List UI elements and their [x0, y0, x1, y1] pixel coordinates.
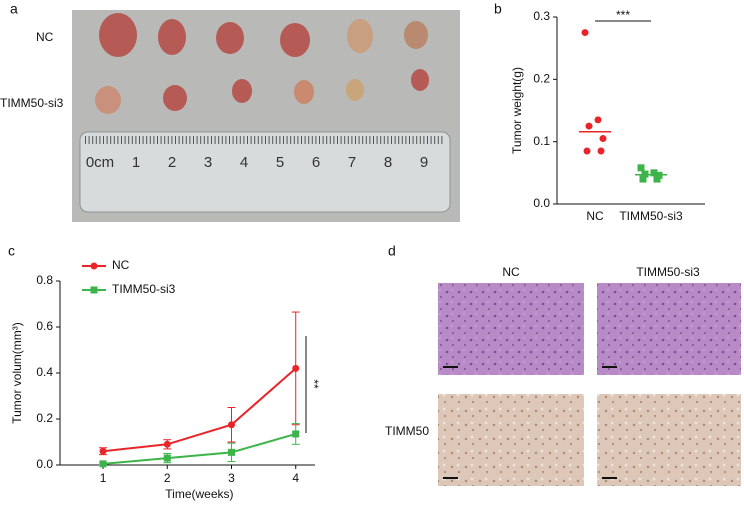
- data-point: [581, 29, 589, 37]
- x-tick-label: NC: [586, 209, 604, 223]
- ruler-label: 3: [204, 154, 212, 171]
- y-tick-label: 0.2: [36, 411, 53, 425]
- ruler-label: 6: [312, 154, 320, 171]
- panel-label: d: [388, 243, 396, 259]
- data-point: [99, 447, 107, 455]
- y-axis-label: Tumor weight(g): [510, 67, 524, 154]
- series-line: [102, 367, 297, 453]
- data-point: [99, 460, 107, 468]
- y-tick-label: 0.8: [36, 273, 53, 287]
- data-point: [594, 116, 602, 124]
- ruler-label: 4: [240, 154, 248, 171]
- series-line: [102, 432, 297, 465]
- data-point: [650, 169, 658, 177]
- data-point: [163, 454, 171, 462]
- data-point: [292, 364, 300, 372]
- legend-label: TIMM50-si3: [112, 282, 176, 296]
- y-tick-label: 0.2: [533, 72, 550, 86]
- panel-d-images: [438, 283, 741, 486]
- x-tick-label: TIMM50-si3: [619, 209, 683, 223]
- y-tick-label: 0.0: [533, 196, 550, 210]
- data-point: [597, 147, 605, 155]
- data-point: [163, 440, 171, 448]
- ruler-label: 9: [420, 154, 428, 171]
- y-tick-label: 0.6: [36, 319, 53, 333]
- column-label: TIMM50-si3: [636, 265, 700, 279]
- row-label: TIMM50: [385, 424, 429, 438]
- data-point: [653, 175, 661, 183]
- y-tick-label: 0.1: [533, 134, 550, 148]
- significance: **: [307, 379, 321, 389]
- legend-label: NC: [112, 258, 130, 272]
- ruler-label: 0cm: [86, 154, 114, 171]
- x-tick-label: 2: [164, 471, 171, 485]
- ruler-label: 5: [276, 154, 284, 171]
- x-tick-label: 3: [228, 471, 235, 485]
- x-tick-label: 4: [292, 471, 299, 485]
- panel-label: b: [494, 1, 502, 17]
- x-tick-label: 1: [100, 471, 107, 485]
- data-point: [637, 164, 645, 172]
- data-point: [585, 122, 593, 130]
- y-tick-label: 0.3: [533, 9, 550, 23]
- significance: ***: [616, 8, 630, 22]
- legend-marker: [90, 262, 98, 270]
- ruler-label: 2: [168, 154, 176, 171]
- data-point: [227, 448, 235, 456]
- column-label: NC: [502, 265, 520, 279]
- x-axis-label: Time(weeks): [165, 487, 233, 501]
- panel-label: c: [8, 243, 15, 259]
- data-point: [599, 135, 607, 143]
- ruler-label: 8: [384, 154, 392, 171]
- data-point: [583, 147, 591, 155]
- row-label: TIMM50-si3: [0, 96, 64, 110]
- legend-marker: [90, 286, 98, 294]
- panel-label: a: [10, 1, 18, 17]
- data-point: [227, 421, 235, 429]
- y-axis-label: Tumor volum(mm³): [10, 322, 24, 424]
- data-point: [639, 175, 647, 183]
- y-tick-label: 0.0: [36, 457, 53, 471]
- panel-a-photo: [72, 10, 460, 222]
- ruler-label: 7: [348, 154, 356, 171]
- row-label: NC: [36, 30, 54, 44]
- data-point: [292, 430, 300, 438]
- y-tick-label: 0.4: [36, 365, 53, 379]
- ruler-label: 1: [132, 154, 140, 171]
